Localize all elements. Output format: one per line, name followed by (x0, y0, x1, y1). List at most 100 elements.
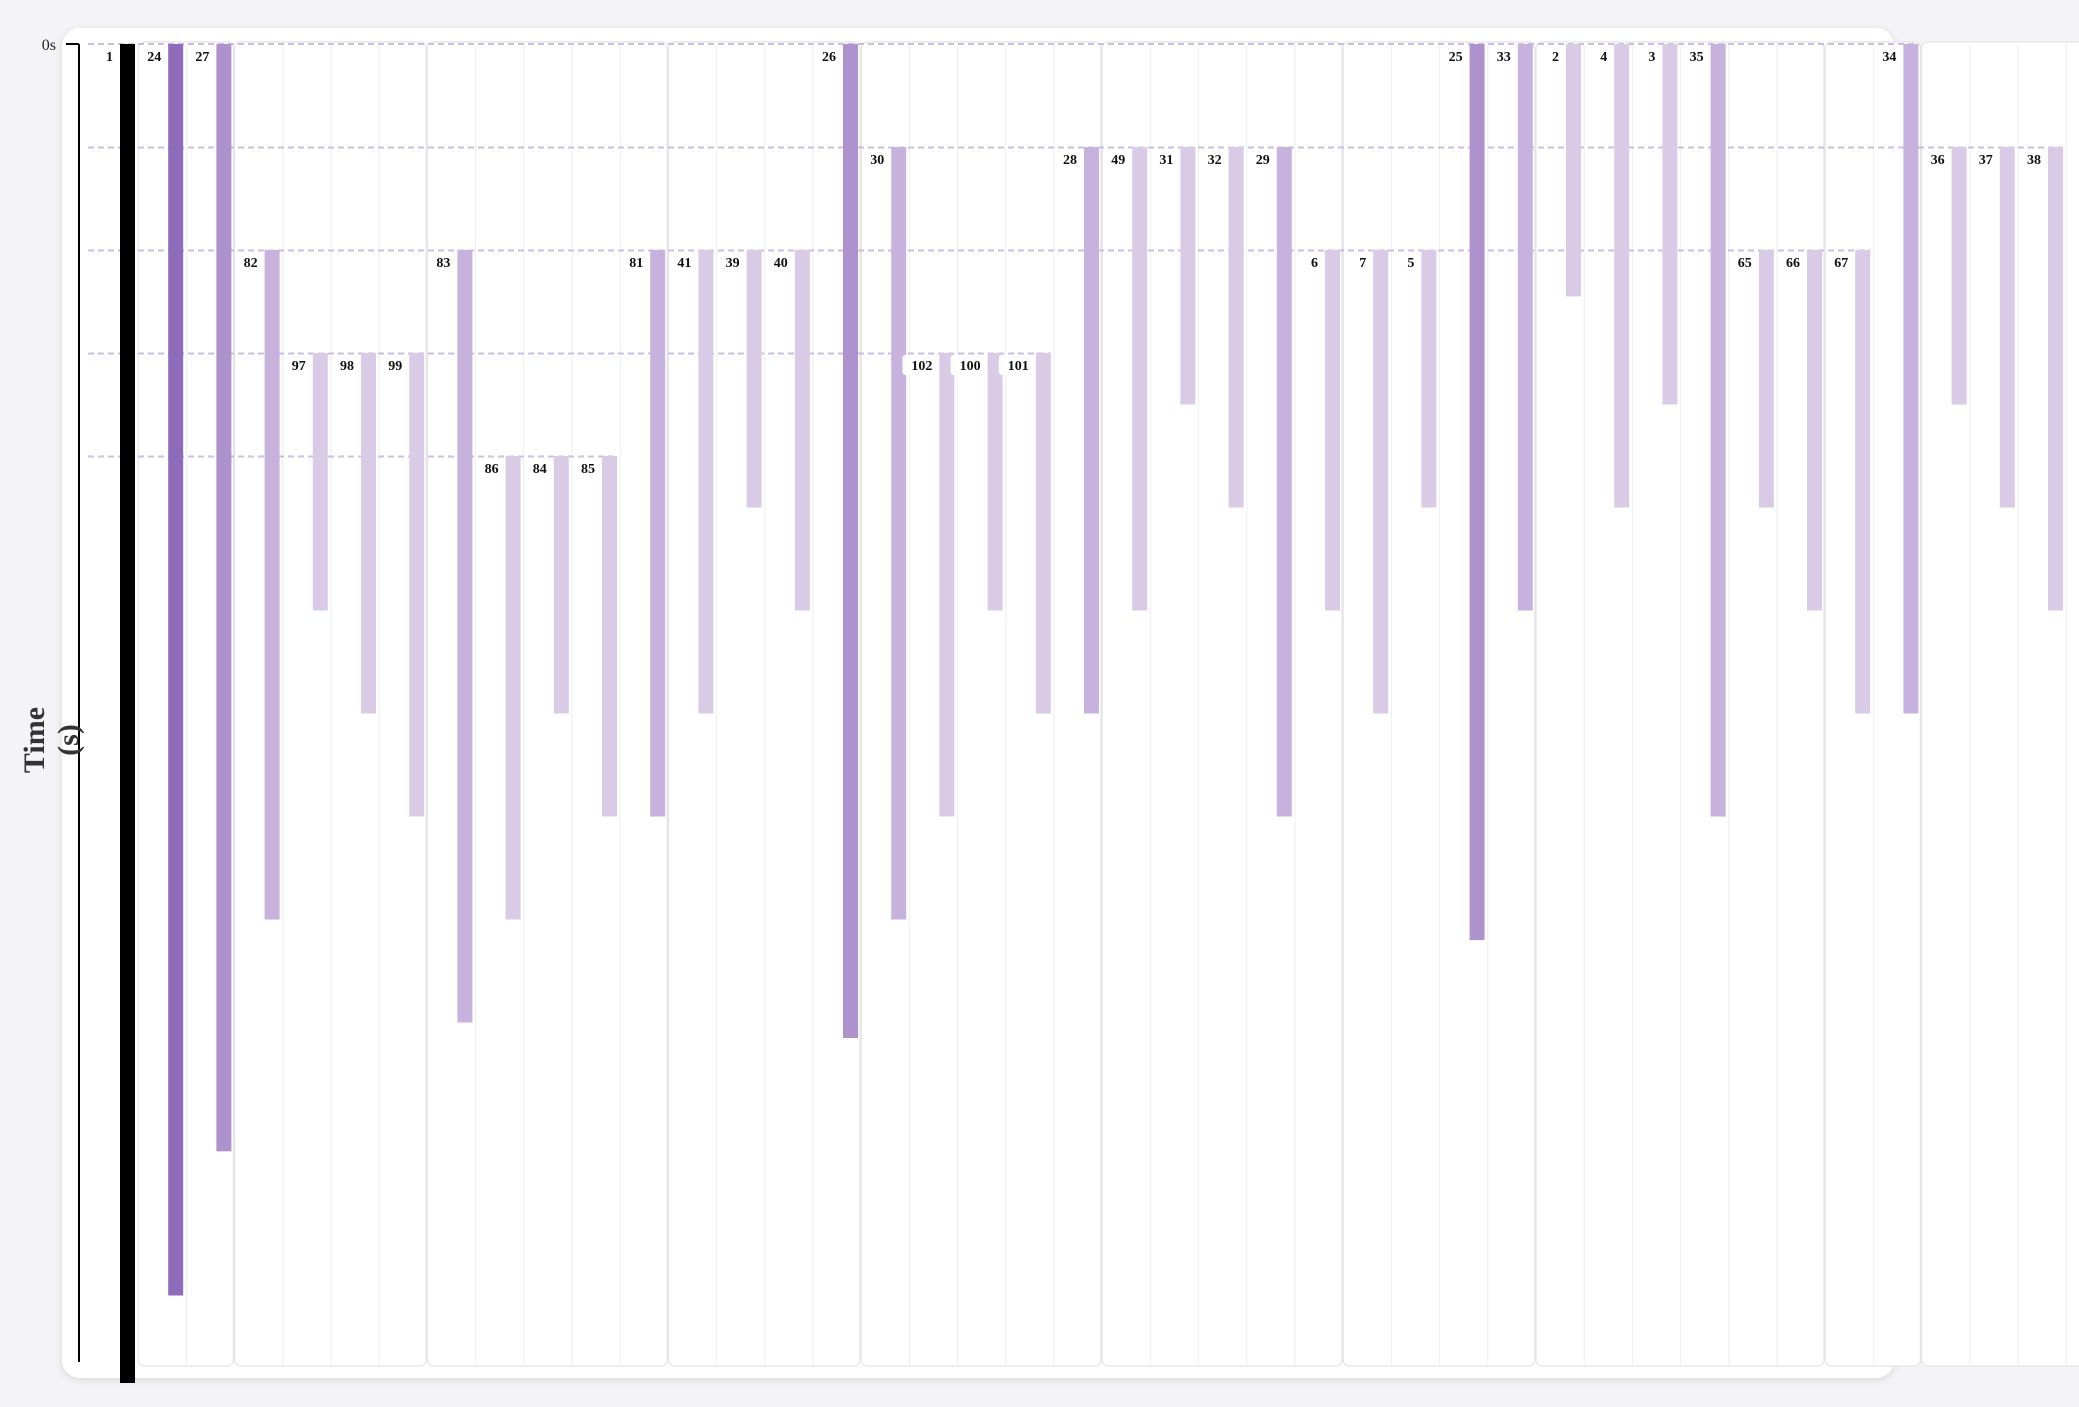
task-bar-102 (939, 353, 955, 817)
task-bar-37 (1999, 147, 2015, 508)
task-label-36: 36 (1931, 153, 1945, 168)
task-bar-27 (216, 44, 232, 1152)
task-bar-84 (553, 456, 569, 714)
task-label-bg-83 (428, 252, 457, 272)
task-label-38: 38 (2027, 153, 2041, 168)
task-label-bg-102 (902, 355, 939, 375)
task-label-31: 31 (1159, 153, 1173, 168)
task-label-bg-84 (524, 458, 553, 478)
task-label-bg-24 (139, 46, 168, 66)
task-label-bg-99 (380, 355, 409, 375)
task-label-6: 6 (1311, 256, 1318, 271)
lane-group-2 (234, 41, 427, 1367)
task-bar-40 (794, 250, 810, 611)
task-label-bg-67 (1826, 252, 1855, 272)
task-label-29: 29 (1256, 153, 1270, 168)
task-bar-34 (1903, 44, 1919, 714)
task-label-101: 101 (1008, 359, 1029, 374)
task-bar-100 (987, 353, 1003, 611)
task-label-bg-26 (814, 46, 842, 66)
y-axis-label: Time (18, 707, 51, 773)
task-label-bg-25 (1440, 46, 1469, 66)
task-label-41: 41 (677, 256, 691, 271)
task-bar-66 (1807, 250, 1822, 611)
task-label-49: 49 (1111, 153, 1125, 168)
task-label-84: 84 (533, 462, 547, 477)
task-label-bg-37 (1970, 149, 1999, 169)
task-bar-26 (843, 44, 858, 1038)
task-label-34: 34 (1882, 50, 1896, 65)
task-label-bg-6 (1304, 252, 1324, 272)
task-bar-81 (650, 250, 666, 817)
task-label-26: 26 (822, 50, 836, 65)
task-bar-83 (457, 250, 473, 1023)
task-label-bg-66 (1778, 252, 1806, 272)
task-label-bg-32 (1199, 149, 1228, 169)
y-axis-unit: (s) (52, 724, 85, 756)
task-label-102: 102 (911, 359, 932, 374)
task-bar-5 (1421, 250, 1437, 508)
task-label-bg-35 (1681, 46, 1710, 66)
task-label-65: 65 (1738, 256, 1752, 271)
task-label-bg-7 (1352, 252, 1373, 272)
task-label-bg-33 (1488, 46, 1517, 66)
task-label-bg-97 (283, 355, 312, 375)
lane-group-8 (1535, 41, 1825, 1367)
task-bar-25 (1469, 44, 1485, 941)
task-label-bg-100 (950, 355, 987, 375)
task-label-bg-34 (1874, 46, 1903, 66)
task-bar-36 (1951, 147, 1967, 405)
task-label-bg-31 (1151, 149, 1180, 169)
task-label-bg-28 (1055, 149, 1083, 169)
task-label-35: 35 (1690, 50, 1704, 65)
task-bar-2 (1566, 44, 1581, 297)
task-label-3: 3 (1648, 50, 1655, 65)
task-bar-29 (1276, 147, 1292, 817)
task-label-83: 83 (436, 256, 450, 271)
task-label-2: 2 (1552, 50, 1559, 65)
task-bar-1 (120, 44, 135, 1383)
task-label-bg-86 (476, 458, 505, 478)
lane-group-1 (137, 41, 234, 1367)
task-label-bg-29 (1247, 149, 1276, 169)
task-label-bg-2 (1545, 46, 1565, 66)
task-label-bg-81 (621, 252, 650, 272)
task-bar-31 (1180, 147, 1196, 405)
task-label-bg-4 (1593, 46, 1614, 66)
lane-layer (137, 41, 2079, 1367)
spawn-line-layer (88, 43, 2063, 458)
task-label-5: 5 (1407, 256, 1414, 271)
task-bar-98 (361, 353, 376, 714)
task-label-100: 100 (960, 359, 981, 374)
task-bar-32 (1228, 147, 1244, 508)
task-label-98: 98 (340, 359, 354, 374)
task-bar-30 (891, 147, 907, 920)
task-bar-86 (505, 456, 521, 920)
task-label-bg-49 (1103, 149, 1132, 169)
task-bar-3 (1662, 44, 1678, 405)
task-label-32: 32 (1208, 153, 1222, 168)
task-label-99: 99 (388, 359, 402, 374)
task-label-bg-82 (235, 252, 264, 272)
task-label-bg-101 (998, 355, 1035, 375)
task-label-28: 28 (1063, 153, 1077, 168)
lane-group-4 (667, 41, 861, 1367)
task-bar-97 (312, 353, 328, 611)
task-label-30: 30 (870, 153, 884, 168)
task-label-82: 82 (244, 256, 258, 271)
task-bar-67 (1855, 250, 1871, 714)
task-bar-101 (1035, 353, 1051, 714)
task-bar-99 (409, 353, 425, 817)
task-bar-35 (1710, 44, 1726, 817)
task-label-39: 39 (726, 256, 740, 271)
task-bar-39 (746, 250, 762, 508)
task-bar-82 (264, 250, 280, 920)
task-label-bg-40 (765, 252, 794, 272)
task-label-25: 25 (1449, 50, 1463, 65)
task-label-bg-41 (669, 252, 698, 272)
task-label-37: 37 (1979, 153, 1993, 168)
task-label-81: 81 (629, 256, 643, 271)
